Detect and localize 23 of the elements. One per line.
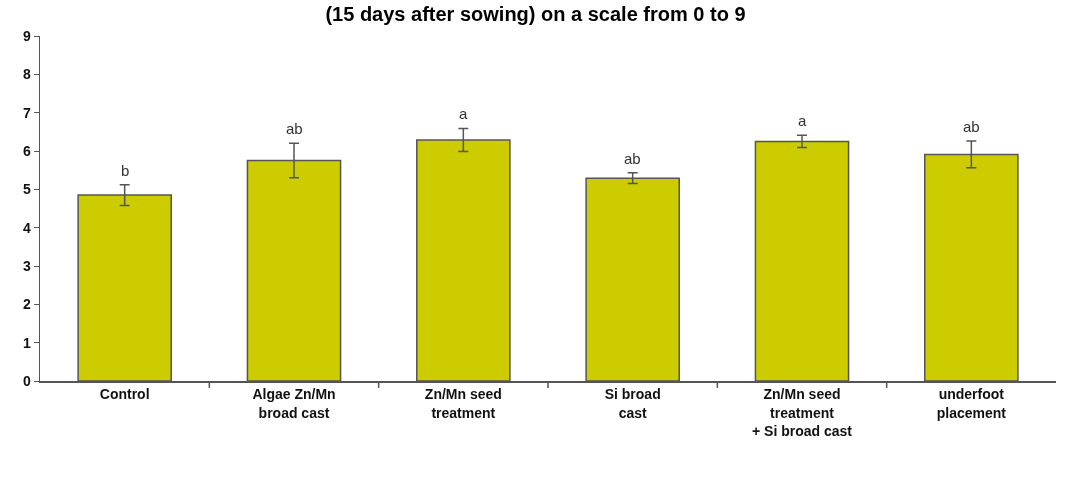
x-tick-label: Zn/Mn seed treatment — [424, 386, 502, 421]
y-tick-label: 4 — [22, 219, 31, 236]
annotation: a — [459, 105, 468, 122]
y-tick-label: 2 — [22, 296, 31, 313]
y-tick-label: 1 — [22, 334, 31, 351]
y-tick-label: 5 — [22, 181, 31, 198]
y-tick-label: 0 — [22, 372, 31, 389]
y-tick-label: 7 — [22, 104, 31, 121]
y-tick-label: 9 — [22, 27, 31, 44]
x-tick-label: Zn/Mn seed treatment + Si broad cast — [752, 386, 853, 439]
y-tick-label: 6 — [22, 142, 31, 159]
y-tick-label: 3 — [22, 257, 31, 274]
annotation: a — [798, 112, 807, 129]
y-tick-label: 8 — [22, 66, 31, 83]
annotation: ab — [624, 150, 641, 167]
annotation: ab — [963, 118, 980, 135]
annotation: b — [121, 162, 130, 179]
x-tick-label: Control — [99, 386, 150, 403]
chart-title: (15 days after sowing) on a scale from 0 to 9 — [325, 3, 746, 26]
x-tick-label: underfoot placement — [936, 386, 1007, 421]
x-tick-label: Si broad cast — [604, 386, 661, 421]
x-tick-label: Algae Zn/Mn broad cast — [252, 386, 336, 421]
annotation: ab — [286, 120, 303, 137]
